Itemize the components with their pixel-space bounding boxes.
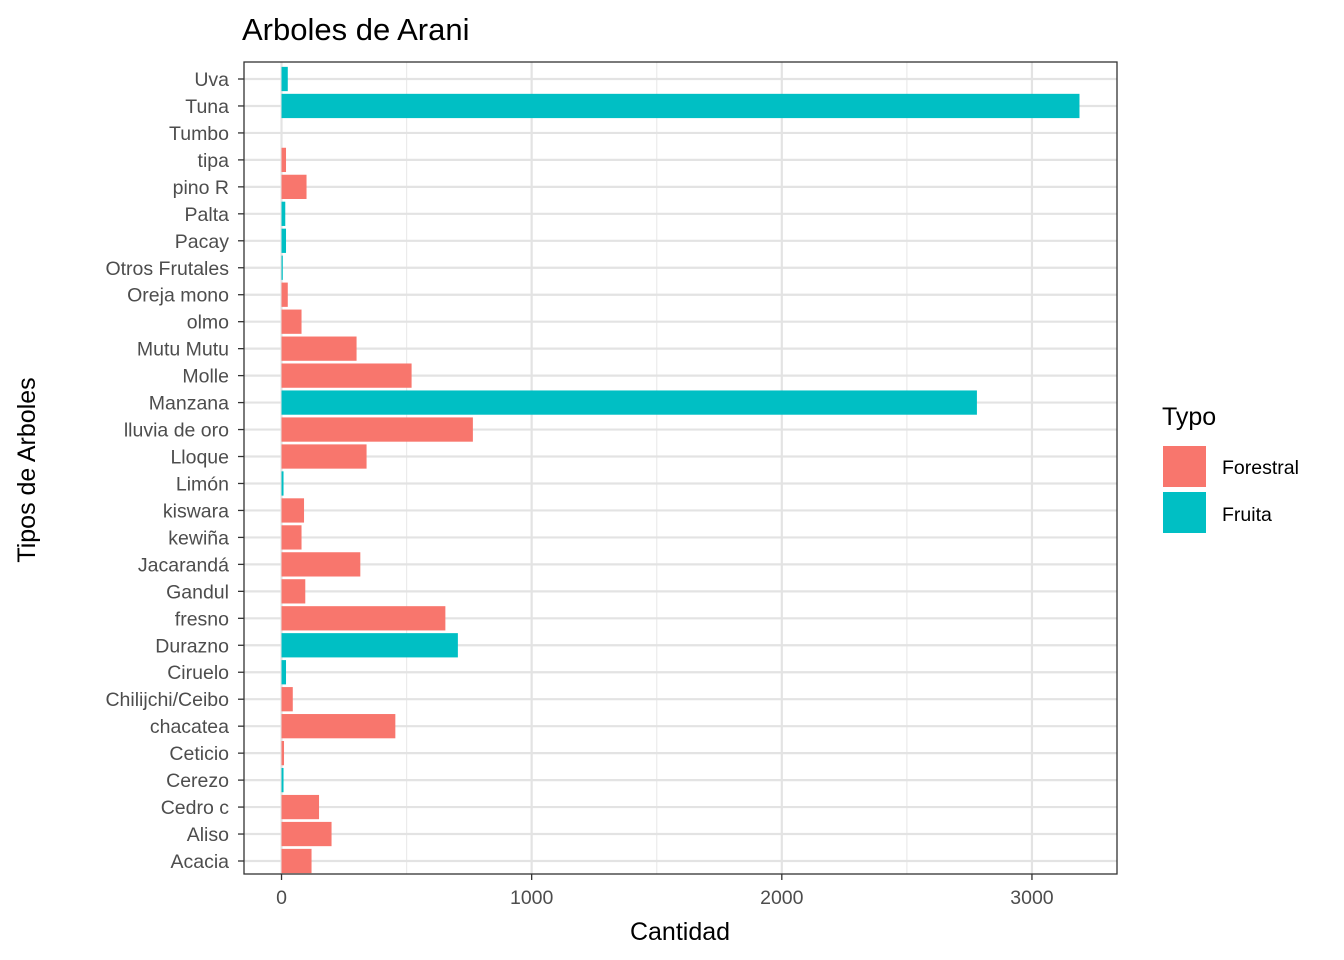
plot-background (244, 62, 1117, 874)
x-tick-label: 2000 (760, 887, 804, 909)
bar-fresno (281, 606, 446, 631)
y-tick-label: lluvia de oro (124, 420, 229, 442)
y-tick-label: Lloque (170, 447, 229, 469)
y-tick-label: Chilijchi/Ceibo (105, 689, 229, 711)
bar-durazno (281, 633, 458, 658)
y-tick-label: Otros Frutales (105, 258, 229, 280)
bar-lim-n (281, 471, 284, 496)
y-tick-label: Pacay (175, 231, 229, 253)
y-tick-label: Palta (185, 204, 230, 226)
grid-minor (405, 62, 908, 874)
legend-swatch-fruita (1163, 492, 1206, 533)
bar-kewi-a (281, 525, 302, 550)
bar-kiswara (281, 498, 305, 523)
y-tick-label: Manzana (149, 393, 229, 415)
bar-molle (281, 363, 412, 388)
chart-title: Arboles de Arani (242, 12, 469, 47)
bar-gandul (281, 579, 306, 604)
legend: Typo Forestral Fruita (1162, 403, 1299, 533)
y-tick-label: Limón (176, 473, 229, 495)
y-tick-label: Uva (194, 69, 229, 91)
bar-cerezo (281, 767, 284, 793)
bar-oreja-mono (281, 282, 288, 307)
y-tick-label: olmo (187, 312, 229, 334)
y-tick-label: Tuna (185, 96, 229, 118)
y-tick-label: chacatea (150, 716, 229, 738)
y-tick-label: Molle (182, 366, 229, 388)
bar-lloque (281, 444, 367, 469)
bar-mutu-mutu (281, 336, 357, 361)
plot-border (243, 61, 1118, 875)
bar-chilijchi-ceibo (281, 687, 293, 712)
y-tick-label: Mutu Mutu (137, 339, 229, 361)
y-tick-label: tipa (198, 150, 230, 172)
y-tick-label: Ciruelo (167, 662, 229, 684)
y-axis-title: Tipos de Arboles (13, 377, 41, 562)
x-tick-label: 1000 (510, 887, 554, 909)
legend-title: Typo (1162, 403, 1216, 431)
y-tick-label: Gandul (166, 581, 229, 603)
bar-jacarand- (281, 552, 361, 577)
bar-tuna (281, 93, 1080, 119)
bar-aliso (281, 821, 332, 847)
x-tick-label: 0 (276, 887, 287, 909)
y-tick-label: Ceticio (169, 743, 229, 765)
x-axis-title: Cantidad (630, 918, 730, 946)
y-tick-label: pino R (173, 177, 229, 199)
y-tick-label: kewiña (168, 527, 229, 549)
bar-acacia (281, 848, 312, 874)
bar-otros-frutales (281, 255, 283, 280)
bars (281, 66, 1080, 874)
y-axis: Uva Tuna Tumbo tipa pino R Palta Pacay Otros Fr… (105, 69, 244, 873)
bar-ciruelo (281, 660, 287, 685)
x-axis: 0 1000 2000 3000 (276, 874, 1054, 909)
bar-pacay (281, 228, 287, 253)
y-tick-label: Tumbo (169, 123, 229, 145)
legend-swatch-forestral (1163, 446, 1206, 487)
y-tick-label: Acacia (170, 851, 229, 873)
bar-tipa (281, 147, 287, 173)
bar-olmo (281, 309, 302, 334)
bar-cedro-c (281, 794, 320, 820)
x-tick-label: 3000 (1010, 887, 1054, 909)
bar-pino-r (281, 174, 307, 199)
y-tick-label: fresno (175, 608, 229, 630)
y-tick-label: kiswara (163, 500, 229, 522)
y-tick-label: Jacarandá (138, 554, 229, 576)
legend-label-forestral: Forestral (1222, 457, 1299, 479)
y-tick-label: Aliso (187, 824, 229, 846)
bar-chacatea (281, 714, 396, 739)
bar-uva (281, 66, 288, 92)
y-tick-label: Cedro c (161, 797, 230, 819)
bar-ceticio (281, 741, 285, 766)
y-tick-label: Cerezo (166, 770, 229, 792)
bar-palta (281, 201, 286, 226)
y-tick-label: Durazno (155, 635, 229, 657)
bar-lluvia-de-oro (281, 417, 473, 442)
y-tick-label: Oreja mono (127, 285, 229, 307)
bar-manzana (281, 390, 977, 415)
legend-label-fruita: Fruita (1222, 504, 1272, 526)
